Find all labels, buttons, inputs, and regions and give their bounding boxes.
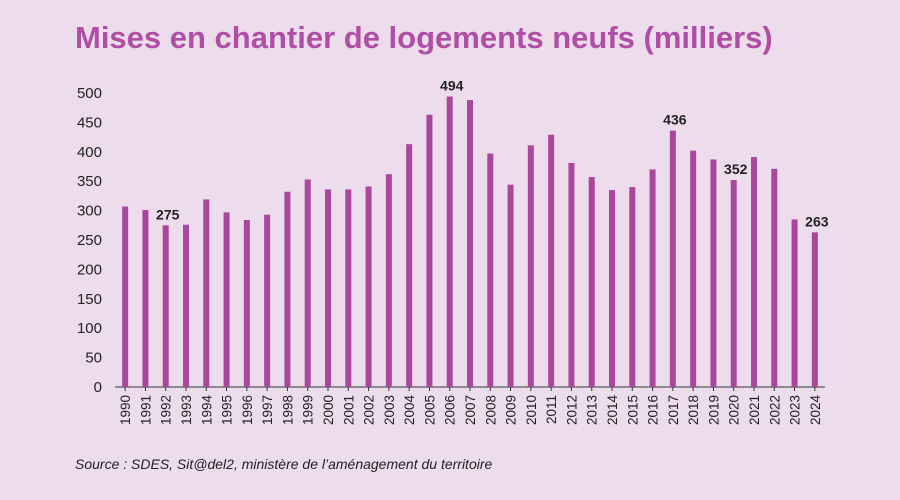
x-axis: 1990 1991 1992 1993 1994 1995 1996 1997 1998 1999… [115,386,825,426]
x-tick-label: 2006 [443,395,458,425]
bar-1995 [223,212,230,387]
x-tick-label: 1999 [301,395,316,425]
x-tick-label: 2017 [666,395,681,425]
x-tick-label: 2014 [605,395,620,426]
bar-2024 [811,232,818,387]
y-tick-label: 400 [77,144,102,161]
x-tick-label: 1996 [240,395,255,425]
x-tick-label: 2009 [504,395,519,425]
bar-2020 [730,180,737,387]
chart-title: Mises en chantier de logements neufs (mi… [75,20,773,55]
bar-1994 [203,199,210,387]
x-tick-label: 2005 [422,395,437,425]
data-label-2020: 352 [724,161,748,177]
x-tick-label: 1993 [179,395,194,425]
bar-2002 [365,186,372,387]
bar-2008 [487,153,494,387]
x-tick-label: 2007 [463,395,478,425]
x-tick-label: 2022 [767,395,782,425]
bar-2003 [385,174,392,387]
x-tick-label: 1992 [159,395,174,425]
bar-2017 [669,130,676,387]
y-tick-label: 200 [77,261,102,278]
y-tick-label: 300 [77,203,102,220]
bar-2001 [345,189,352,387]
x-tick-label: 2021 [747,395,762,425]
x-tick-label: 1990 [118,395,133,425]
bar-2021 [751,157,757,387]
x-tick-label: 2018 [686,395,701,425]
x-tick-label: 2015 [625,395,640,425]
bar-2015 [629,187,636,387]
data-label-2024: 263 [805,213,829,229]
x-tick-label: 2010 [524,395,539,425]
y-tick-label: 0 [94,379,102,396]
bar-1991 [142,210,149,387]
bar-2010 [527,145,534,387]
bar-2023 [791,219,798,387]
bar-2005 [426,114,433,388]
x-tick-label: 2003 [382,395,397,425]
bar-2019 [710,159,717,387]
y-tick-label: 250 [77,232,102,249]
bar-2013 [588,177,595,387]
x-tick-label: 2002 [362,395,377,425]
bar-2018 [690,150,697,387]
bar-2012 [568,162,575,387]
x-tick-label: 2004 [402,395,417,426]
x-tick-label: 1995 [220,395,235,425]
x-tick-label: 2019 [706,395,721,425]
y-tick-label: 50 [85,350,102,367]
bar-2007 [467,100,473,387]
y-tick-label: 450 [77,114,102,131]
bar-1999 [304,179,311,387]
y-tick-label: 100 [77,320,102,337]
bar-2004 [406,144,413,387]
y-tick-label: 350 [77,173,102,190]
bar-2016 [649,169,656,387]
y-tick-label: 500 [77,85,102,102]
bar-1990 [122,206,129,387]
x-tick-label: 2016 [646,395,661,425]
x-tick-label: 1994 [199,395,214,426]
x-tick-label: 2012 [564,395,579,425]
x-tick-label: 2024 [808,395,823,426]
bar-1992 [162,225,169,387]
bar-2011 [548,134,555,387]
x-tick-label: 1998 [280,395,295,425]
data-label-1992: 275 [156,206,180,222]
x-tick-label: 2011 [544,395,559,424]
bar-series [122,96,818,388]
x-tick-label: 1991 [138,395,153,425]
bar-2014 [609,190,615,387]
bar-1996 [243,220,250,387]
x-tick-label: 2023 [788,395,803,425]
x-tick-label: 1997 [260,395,275,425]
data-label-2017: 436 [663,112,687,128]
x-tick-label: 2000 [321,395,336,425]
bar-2022 [771,168,778,387]
x-tick-label: 2020 [727,395,742,425]
bar-2009 [507,184,514,387]
bar-2000 [325,189,331,387]
data-label-2006: 494 [440,78,464,94]
bar-2006 [446,96,453,387]
x-tick-label: 2013 [585,395,600,425]
y-axis: 0 50 100 150 200 250 300 350 400 450 500 [77,85,102,396]
bar-1993 [183,224,189,387]
x-tick-label: 2008 [483,395,498,425]
data-labels: 275 494 436 352 263 [156,78,829,230]
bar-1997 [264,214,271,387]
y-tick-label: 150 [77,291,102,308]
source-note: Source : SDES, Sit@del2, ministère de l’… [75,456,493,472]
x-tick-label: 2001 [341,395,356,425]
bar-1998 [284,191,291,387]
